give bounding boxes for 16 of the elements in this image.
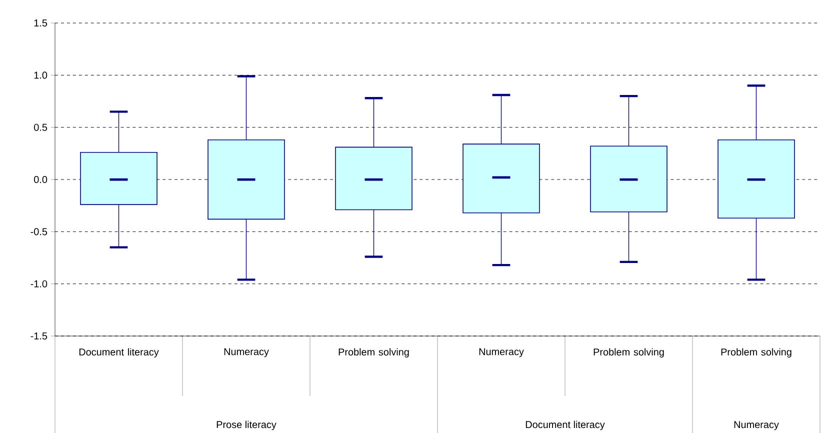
x-tick-label: Problem solving [594, 348, 664, 358]
text: Numeracy [734, 421, 779, 430]
x-tick-label: Numeracy [479, 348, 524, 358]
y-tick-label: 0.5 [34, 124, 48, 131]
x-tick-label: Problem solving [721, 348, 792, 358]
x-tick-label: Document literacy [79, 348, 159, 358]
text: Document literacy [526, 420, 605, 430]
text: Prose literacy [216, 420, 276, 430]
y-tick-label: 1.0 [34, 72, 48, 79]
y-tick-label: 1.5 [34, 20, 48, 26]
y-tick-label: -1.5 [30, 332, 48, 340]
y-tick-label: 0.0 [34, 176, 48, 184]
y-tick-label: -1.0 [30, 280, 48, 288]
x-tick-label: Numeracy [224, 348, 269, 358]
y-tick-label: -0.5 [30, 228, 48, 236]
x-tick-label: Problem solving [338, 348, 409, 358]
